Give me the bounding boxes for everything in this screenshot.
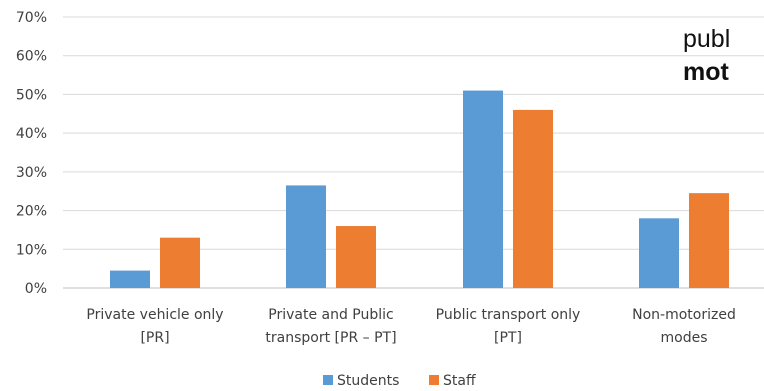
bar-staff-0 [160, 237, 200, 288]
x-category-label: Public transport only [436, 307, 581, 323]
y-tick-label: 60% [16, 49, 47, 65]
x-category-label: [PR] [140, 330, 169, 346]
y-tick-label: 50% [16, 87, 47, 103]
y-tick-label: 70% [16, 10, 47, 26]
bar-students-3 [639, 218, 679, 288]
legend-swatch-staff [429, 375, 439, 385]
bar-staff-3 [689, 193, 729, 288]
x-category-label: transport [PR – PT] [265, 330, 396, 346]
x-category-label: [PT] [494, 330, 522, 346]
y-tick-label: 30% [16, 165, 47, 181]
y-tick-label: 0% [25, 281, 47, 297]
y-tick-label: 20% [16, 204, 47, 220]
bar-staff-1 [336, 226, 376, 288]
y-tick-label: 10% [16, 242, 47, 258]
y-axis-ticks: 0% 10% 20% 30% 40% 50% 60% 70% [16, 10, 47, 297]
legend-swatch-students [323, 375, 333, 385]
legend-label-staff: Staff [443, 373, 476, 389]
x-category-label: modes [661, 330, 708, 346]
bar-students-0 [110, 270, 150, 288]
bar-staff-2 [513, 109, 553, 289]
legend: Students Staff [323, 373, 476, 389]
bars [110, 90, 729, 289]
legend-label-students: Students [337, 373, 399, 389]
bar-students-1 [286, 185, 326, 288]
y-tick-label: 40% [16, 126, 47, 142]
x-axis-labels: Private vehicle only [PR] Private and Publ… [86, 307, 735, 346]
overlay-text-line2: mot [683, 58, 730, 86]
x-category-label: Private vehicle only [86, 307, 223, 323]
x-category-label: Private and Public [268, 307, 393, 323]
x-category-label: Non-motorized [632, 307, 736, 323]
overlay-text-line1: publ [683, 25, 730, 53]
bar-students-2 [463, 90, 503, 288]
